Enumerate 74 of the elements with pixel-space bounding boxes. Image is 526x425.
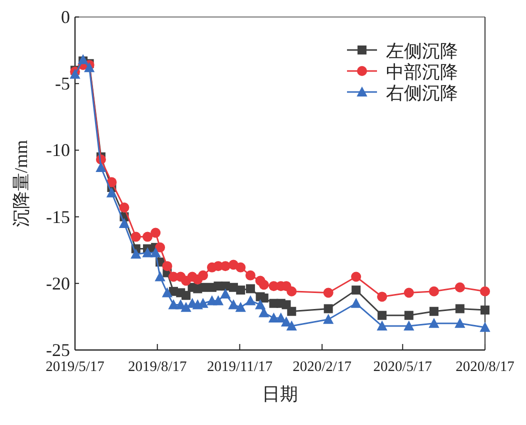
point [454, 282, 465, 292]
y-tick-label: -20 [46, 273, 70, 294]
point [154, 271, 166, 282]
point [212, 295, 224, 306]
point [255, 299, 266, 310]
point [258, 280, 269, 290]
point [286, 286, 297, 296]
x-axis-title: 日期 [262, 384, 298, 404]
legend-label: 右侧沉降 [386, 83, 458, 103]
point [246, 284, 255, 294]
x-tick-label: 2019/11/17 [206, 359, 272, 375]
point [245, 270, 256, 280]
point [454, 318, 466, 328]
point [480, 322, 490, 332]
point [286, 320, 297, 331]
point [404, 320, 414, 331]
point [162, 287, 173, 298]
y-tick-label: -10 [46, 140, 70, 160]
point [276, 312, 286, 323]
y-tick-label: 0 [61, 7, 70, 27]
x-tick-label: 2019/5/17 [46, 359, 104, 375]
x-tick-label: 2020/2/17 [292, 359, 352, 375]
point [235, 302, 246, 312]
legend-label: 中部沉降 [386, 62, 458, 82]
point [150, 247, 161, 258]
point [142, 247, 153, 258]
point [150, 228, 161, 238]
x-tick-label: 2020/8/17 [456, 359, 514, 375]
point [323, 288, 334, 298]
y-axis-title: 沉降量/mm [11, 140, 31, 228]
point [162, 261, 172, 272]
point [455, 304, 464, 314]
point [198, 270, 208, 280]
point [404, 310, 414, 320]
point [287, 306, 296, 316]
y-tick-label: -15 [46, 206, 70, 227]
point [351, 272, 362, 282]
point [376, 320, 388, 331]
point [180, 302, 192, 312]
y-tick-label: -5 [55, 74, 70, 94]
point [324, 304, 333, 314]
point [428, 286, 439, 296]
point [220, 261, 230, 272]
x-tick-label: 2020/5/17 [373, 359, 432, 375]
point [236, 262, 246, 272]
point [480, 306, 490, 315]
point [429, 306, 438, 316]
legend-label: 左侧沉降 [386, 41, 458, 61]
point [480, 286, 490, 296]
point [182, 290, 191, 300]
point [378, 310, 387, 320]
point [428, 318, 440, 328]
point [220, 288, 231, 299]
point [236, 286, 246, 295]
point [118, 218, 130, 228]
point [350, 298, 362, 308]
point [119, 202, 130, 212]
point [352, 286, 361, 295]
point [228, 299, 239, 310]
point [404, 288, 414, 298]
y-tick-label: -25 [46, 340, 70, 360]
point [84, 62, 95, 72]
point [106, 187, 118, 198]
point [96, 162, 106, 172]
point [245, 295, 256, 306]
point [282, 300, 291, 310]
point [323, 314, 334, 324]
point [130, 232, 141, 242]
point [155, 242, 166, 252]
x-tick-label: 2019/8/17 [128, 359, 187, 375]
point [377, 292, 388, 302]
point [259, 294, 268, 303]
point [130, 248, 142, 259]
point [142, 232, 153, 242]
